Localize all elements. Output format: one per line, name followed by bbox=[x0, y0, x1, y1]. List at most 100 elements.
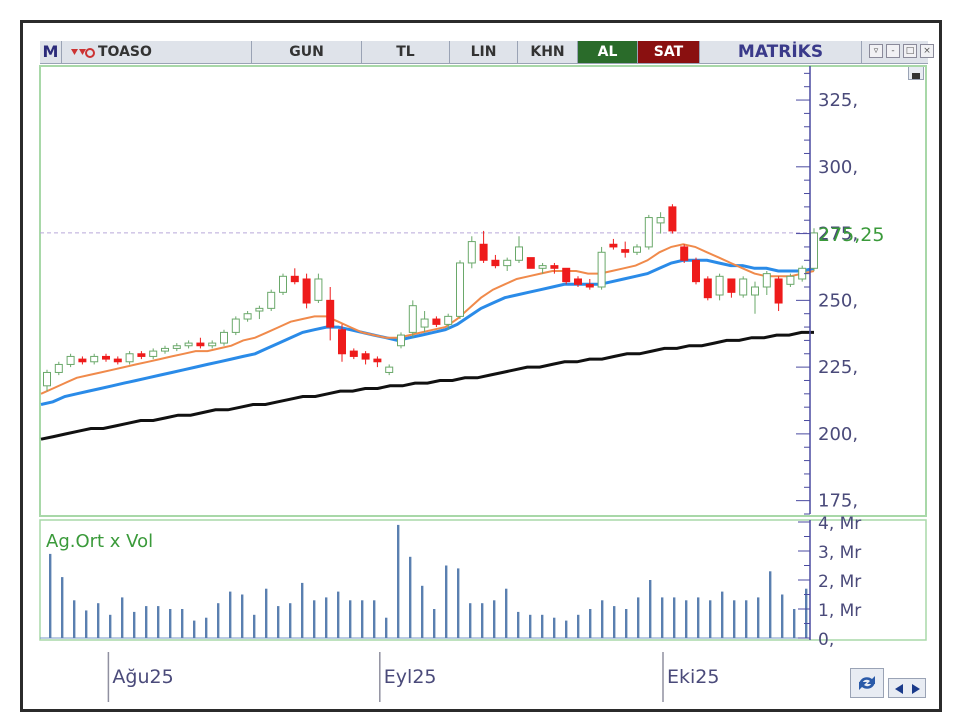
price-tick-label: 250, bbox=[818, 290, 858, 311]
volume-tick-label: 3, Mr bbox=[818, 543, 861, 563]
candle-body bbox=[656, 217, 665, 224]
candle-body bbox=[349, 350, 358, 357]
candle-body bbox=[420, 318, 429, 328]
candle-body bbox=[113, 358, 122, 363]
symbol-selector[interactable]: TOASO bbox=[62, 41, 252, 63]
candle-body bbox=[786, 275, 795, 285]
x-axis-label: Eki25 bbox=[667, 666, 719, 688]
volume-bar bbox=[313, 600, 316, 638]
candle-body bbox=[290, 275, 299, 283]
volume-bar bbox=[181, 609, 184, 638]
candle-body bbox=[597, 251, 606, 288]
volume-bar bbox=[193, 620, 196, 638]
scroll-arrows bbox=[888, 678, 926, 698]
volume-bar bbox=[301, 582, 304, 638]
candle-body bbox=[739, 278, 748, 296]
volume-bar bbox=[169, 609, 172, 638]
volume-bar bbox=[121, 597, 124, 638]
volume-bar bbox=[325, 597, 328, 638]
volume-bar bbox=[709, 600, 712, 638]
volume-bar bbox=[637, 597, 640, 638]
candle-body bbox=[621, 249, 630, 253]
candle-body bbox=[692, 259, 700, 283]
price-tick-label: 200, bbox=[818, 424, 858, 445]
scale-button[interactable]: LIN bbox=[450, 41, 518, 63]
candle-body bbox=[774, 278, 783, 304]
volume-bar bbox=[49, 553, 52, 638]
candle-body bbox=[585, 283, 594, 288]
volume-bar bbox=[109, 614, 112, 638]
volume-bar bbox=[61, 577, 64, 638]
candle-body bbox=[680, 246, 689, 261]
volume-tick-label: 2, Mr bbox=[818, 572, 861, 592]
candle-body bbox=[762, 273, 771, 288]
symbol-label: TOASO bbox=[98, 44, 152, 60]
candle-body bbox=[467, 241, 476, 264]
candle-body bbox=[526, 257, 535, 269]
refresh-icon[interactable] bbox=[850, 668, 884, 698]
mode-letter[interactable]: M bbox=[40, 41, 62, 63]
khn-button[interactable]: KHN bbox=[518, 41, 578, 63]
candle-body bbox=[562, 267, 571, 283]
volume-bar bbox=[445, 565, 448, 638]
volume-bar bbox=[733, 600, 736, 638]
scroll-left-icon[interactable] bbox=[891, 681, 907, 701]
candle-body bbox=[668, 206, 677, 232]
candle-body bbox=[538, 265, 547, 269]
price-tick-label: 300, bbox=[818, 157, 858, 178]
symbol-menu-icon[interactable] bbox=[68, 45, 98, 59]
volume-bar bbox=[673, 597, 676, 638]
candle-body bbox=[326, 299, 335, 328]
candle-body bbox=[243, 313, 252, 320]
close-icon[interactable]: × bbox=[920, 44, 934, 58]
candle-body bbox=[78, 358, 87, 363]
candle-body bbox=[574, 278, 582, 285]
currency-button[interactable]: TL bbox=[362, 41, 450, 63]
volume-bar bbox=[253, 614, 256, 638]
volume-bar bbox=[601, 600, 604, 638]
volume-bar bbox=[349, 600, 352, 638]
candle-body bbox=[102, 355, 110, 360]
dropdown-icon[interactable]: ▿ bbox=[869, 44, 883, 58]
volume-bar bbox=[205, 617, 208, 638]
volume-bar bbox=[745, 600, 748, 638]
brand-label: MATRİKS bbox=[700, 41, 862, 63]
volume-bar bbox=[589, 609, 592, 638]
candle-body bbox=[90, 355, 99, 363]
volume-bar bbox=[277, 606, 280, 638]
scroll-right-icon[interactable] bbox=[908, 681, 924, 701]
candle-body bbox=[515, 246, 523, 261]
candle-body bbox=[479, 243, 488, 261]
candle-body bbox=[633, 246, 641, 253]
candle-body bbox=[196, 342, 205, 347]
candle-body bbox=[255, 307, 264, 312]
volume-bar bbox=[85, 610, 88, 638]
volume-bar bbox=[793, 609, 796, 638]
volume-bar bbox=[361, 600, 364, 638]
volume-tick-label: 0, bbox=[818, 630, 834, 650]
candle-body bbox=[751, 286, 759, 296]
volume-bar bbox=[661, 597, 664, 638]
buy-button[interactable]: AL bbox=[578, 41, 638, 63]
volume-bar bbox=[541, 614, 544, 638]
period-button[interactable]: GUN bbox=[252, 41, 362, 63]
volume-bar bbox=[337, 591, 340, 638]
price-tick-label: 275, bbox=[818, 224, 858, 245]
candle-body bbox=[408, 305, 417, 333]
volume-bar bbox=[505, 588, 508, 638]
candle-body bbox=[43, 371, 51, 387]
minimize-icon[interactable]: - bbox=[886, 44, 900, 58]
ma-long-line bbox=[40, 330, 814, 441]
candle-body bbox=[444, 315, 453, 325]
maximize-icon[interactable]: □ bbox=[903, 44, 917, 58]
ma-short-line bbox=[40, 243, 815, 395]
volume-bar bbox=[97, 603, 100, 638]
candle-body bbox=[727, 278, 736, 293]
candle-body bbox=[54, 363, 63, 373]
candle-body bbox=[373, 358, 382, 363]
candle-body bbox=[703, 278, 712, 299]
candle-body bbox=[810, 232, 818, 269]
sell-button[interactable]: SAT bbox=[638, 41, 700, 63]
candle-body bbox=[609, 243, 618, 248]
